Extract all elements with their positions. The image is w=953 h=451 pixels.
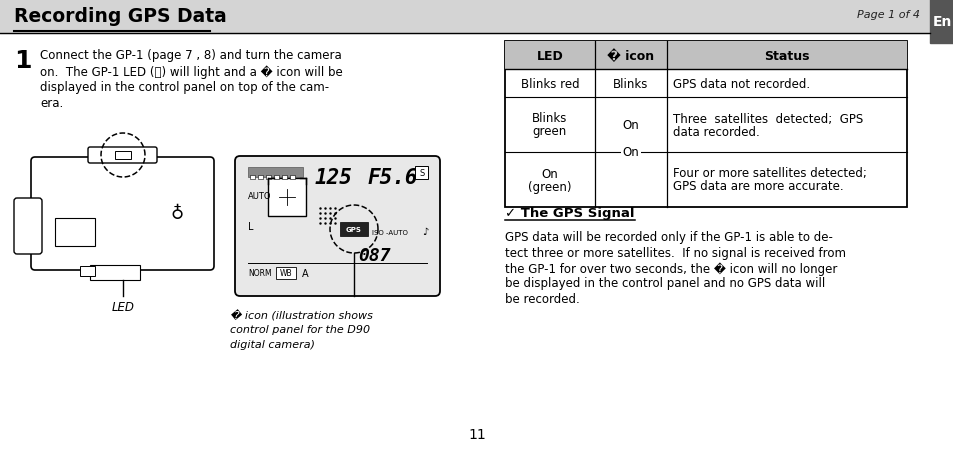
Bar: [415, 166, 428, 179]
Text: GPS data are more accurate.: GPS data are more accurate.: [672, 180, 842, 193]
Text: on.  The GP-1 LED (ⓘ) will light and a � icon will be: on. The GP-1 LED (ⓘ) will light and a � …: [40, 65, 342, 78]
Text: ♁: ♁: [171, 205, 183, 223]
Text: � icon: � icon: [607, 49, 654, 63]
Text: ISO -AUTO: ISO -AUTO: [372, 230, 408, 235]
Bar: [339, 222, 368, 236]
Bar: [250, 175, 254, 179]
Text: LED: LED: [536, 50, 563, 62]
FancyBboxPatch shape: [30, 158, 213, 271]
Bar: [504, 42, 906, 207]
Text: data recorded.: data recorded.: [672, 125, 759, 138]
Bar: [504, 42, 906, 70]
FancyBboxPatch shape: [88, 147, 157, 164]
Text: S: S: [419, 168, 424, 177]
Text: control panel for the D90: control panel for the D90: [230, 324, 370, 334]
Text: Blinks red: Blinks red: [520, 77, 578, 90]
Text: WB: WB: [279, 269, 292, 278]
Text: 125: 125: [314, 168, 353, 188]
Text: A: A: [302, 268, 309, 278]
Text: On: On: [541, 167, 558, 180]
Bar: [929, 0, 953, 44]
Text: (green): (green): [528, 180, 571, 193]
Bar: [282, 175, 287, 179]
Text: ✓ The GPS Signal: ✓ The GPS Signal: [504, 207, 634, 220]
Text: Three  satellites  detected;  GPS: Three satellites detected; GPS: [672, 112, 862, 125]
Bar: [290, 175, 294, 179]
Bar: [275, 267, 295, 279]
Text: Blinks: Blinks: [532, 112, 567, 125]
Text: era.: era.: [40, 97, 63, 110]
Text: F5.6: F5.6: [368, 168, 418, 188]
Bar: [248, 168, 303, 178]
Text: displayed in the control panel on top of the cam-: displayed in the control panel on top of…: [40, 81, 329, 94]
FancyBboxPatch shape: [234, 156, 439, 296]
Bar: [257, 175, 263, 179]
Text: GPS data not recorded.: GPS data not recorded.: [672, 77, 809, 90]
Text: � icon (illustration shows: � icon (illustration shows: [230, 309, 373, 321]
Text: ♪: ♪: [421, 226, 428, 236]
Text: L: L: [248, 221, 253, 231]
Text: GPS data will be recorded only if the GP-1 is able to de-: GPS data will be recorded only if the GP…: [504, 230, 832, 244]
Bar: [115, 152, 131, 160]
Bar: [90, 265, 140, 281]
Bar: [0, 0, 929, 34]
Text: Four or more satellites detected;: Four or more satellites detected;: [672, 167, 866, 180]
Bar: [266, 175, 271, 179]
Text: On: On: [622, 146, 639, 159]
Text: Blinks: Blinks: [613, 77, 648, 90]
Text: 11: 11: [468, 427, 485, 441]
Text: be displayed in the control panel and no GPS data will: be displayed in the control panel and no…: [504, 277, 824, 290]
Bar: [55, 219, 95, 246]
Text: Connect the GP-1 (page 7 , 8) and turn the camera: Connect the GP-1 (page 7 , 8) and turn t…: [40, 49, 341, 62]
Text: be recorded.: be recorded.: [504, 292, 579, 305]
Text: On: On: [622, 119, 639, 132]
Text: digital camera): digital camera): [230, 339, 314, 349]
Text: AUTO: AUTO: [248, 192, 272, 201]
Text: Recording GPS Data: Recording GPS Data: [14, 8, 227, 27]
Bar: [274, 175, 278, 179]
Text: En: En: [931, 15, 951, 29]
Text: Status: Status: [763, 50, 809, 62]
Text: Page 1 of 4: Page 1 of 4: [856, 10, 919, 20]
FancyBboxPatch shape: [14, 198, 42, 254]
Text: 1: 1: [14, 49, 31, 73]
Text: NORM: NORM: [248, 269, 272, 278]
Text: green: green: [533, 125, 566, 138]
Text: tect three or more satellites.  If no signal is received from: tect three or more satellites. If no sig…: [504, 246, 845, 259]
Bar: [80, 267, 95, 276]
Text: GPS: GPS: [346, 226, 361, 232]
Text: LED: LED: [112, 300, 134, 313]
Text: On: On: [622, 146, 639, 159]
Text: the GP-1 for over two seconds, the � icon will no longer: the GP-1 for over two seconds, the � ico…: [504, 262, 837, 275]
Bar: [268, 179, 306, 216]
Text: 087: 087: [357, 246, 390, 264]
